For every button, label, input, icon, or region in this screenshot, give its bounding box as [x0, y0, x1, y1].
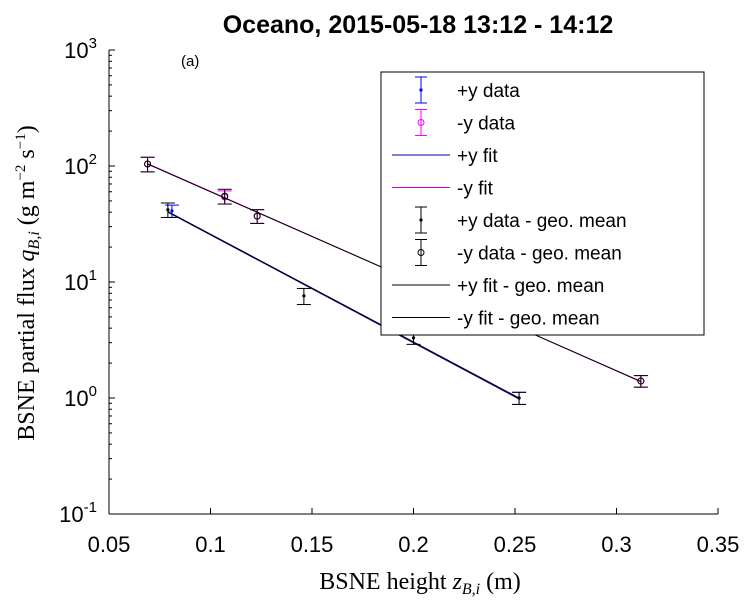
y-tick-label: 10-1	[59, 499, 97, 527]
legend-label: +y fit - geo. mean	[457, 276, 604, 297]
chart-title: Oceano, 2015-05-18 13:12 - 14:12	[223, 11, 614, 39]
x-axis-label: BSNE height zB,i (m)	[319, 569, 521, 598]
legend-label: -y fit	[457, 179, 494, 200]
y-tick-label: 101	[64, 267, 97, 295]
legend-label: -y data	[457, 114, 516, 135]
legend-label: -y data - geo. mean	[457, 244, 622, 265]
series-y-fit-geo-mean	[167, 211, 520, 399]
legend-label: +y fit	[457, 146, 498, 167]
x-tick-labels: 0.05 0.1 0.15 0.2 0.25 0.3 0.35	[88, 532, 740, 557]
data-point	[411, 336, 416, 340]
y-axis-label: BSNE partial flux qB,i (g m−2 s−1)	[13, 125, 43, 440]
y-tick-label: 102	[64, 151, 97, 179]
series-y-data-geo-mean	[140, 156, 648, 388]
y-tick-labels: 10-1 100 101 102 103	[59, 35, 97, 527]
legend-item-y-data-geo-mean: -y data - geo. mean	[415, 239, 622, 266]
data-point	[419, 218, 423, 222]
x-tick-label: 0.05	[88, 532, 131, 557]
data-point	[144, 160, 152, 168]
legend-box	[380, 71, 705, 336]
legend: +y data -y data +y fit -y fit +y data - geo.…	[380, 71, 705, 336]
data-point	[302, 294, 306, 298]
legend-item-y-data: -y data	[415, 109, 516, 136]
data-point	[417, 249, 425, 256]
data-point	[637, 377, 645, 385]
x-tick-label: 0.2	[398, 532, 429, 557]
data-point	[170, 209, 174, 213]
legend-item-y-fit: +y fit	[392, 146, 498, 167]
y-tick-label: 103	[64, 35, 97, 63]
data-point	[253, 212, 261, 220]
x-tick-label: 0.25	[494, 532, 537, 557]
data-point	[221, 192, 229, 200]
tick-marks	[108, 49, 719, 515]
x-tick-label: 0.1	[195, 532, 226, 557]
series-line	[167, 211, 520, 400]
data-point	[417, 119, 425, 126]
legend-item-y-fit: -y fit	[392, 179, 494, 200]
x-tick-label: 0.15	[291, 532, 334, 557]
legend-item-y-fit-geo-mean: -y fit - geo. mean	[392, 309, 600, 330]
x-tick-label: 0.3	[601, 532, 632, 557]
panel-annotation: (a)	[181, 53, 199, 70]
y-tick-label: 100	[64, 383, 97, 411]
x-tick-label: 0.35	[697, 532, 740, 557]
legend-label: -y fit - geo. mean	[457, 309, 600, 330]
legend-label: +y data	[457, 81, 520, 102]
series-y-fit	[167, 211, 520, 400]
legend-item-y-fit-geo-mean: +y fit - geo. mean	[392, 276, 604, 297]
data-point	[166, 208, 170, 212]
series-line	[167, 211, 520, 399]
legend-item-y-data: +y data	[415, 76, 520, 104]
legend-item-y-data-geo-mean: +y data - geo. mean	[415, 206, 627, 234]
data-point	[419, 88, 423, 92]
legend-label: +y data - geo. mean	[457, 211, 627, 232]
